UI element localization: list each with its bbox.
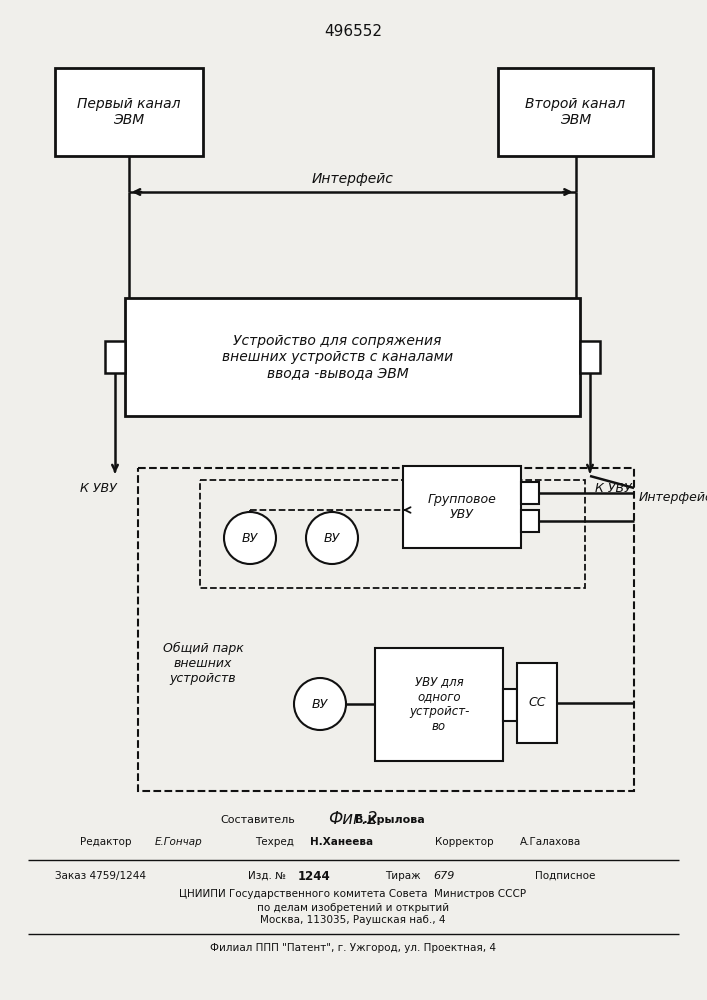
- Circle shape: [306, 512, 358, 564]
- Bar: [403, 466, 521, 548]
- Bar: [55, 68, 203, 156]
- Bar: [138, 468, 634, 791]
- Text: Техред: Техред: [255, 837, 294, 847]
- Bar: [521, 482, 539, 504]
- Text: ВУ: ВУ: [324, 532, 340, 544]
- Text: ВУ: ВУ: [242, 532, 258, 544]
- Text: Редактор: Редактор: [80, 837, 132, 847]
- Text: 1244: 1244: [298, 869, 331, 882]
- Text: Второй канал
ЭВМ: Второй канал ЭВМ: [525, 97, 626, 127]
- Text: по делам изобретений и открытий: по делам изобретений и открытий: [257, 903, 449, 913]
- Text: К УВУ: К УВУ: [80, 482, 117, 494]
- Text: Н.Ханеева: Н.Ханеева: [310, 837, 373, 847]
- Text: Москва, 113035, Раушская наб., 4: Москва, 113035, Раушская наб., 4: [260, 915, 445, 925]
- Bar: [580, 341, 600, 373]
- Text: Изд. №: Изд. №: [248, 871, 286, 881]
- Text: Заказ 4759/1244: Заказ 4759/1244: [55, 871, 146, 881]
- Text: ВУ: ВУ: [312, 698, 328, 710]
- Text: Устройство для сопряжения
внешних устройств с каналами
ввода -вывода ЭВМ: Устройство для сопряжения внешних устрой…: [222, 334, 453, 380]
- Circle shape: [224, 512, 276, 564]
- Text: Корректор: Корректор: [435, 837, 493, 847]
- Text: Филиал ППП "Патент", г. Ужгород, ул. Проектная, 4: Филиал ППП "Патент", г. Ужгород, ул. Про…: [210, 943, 496, 953]
- Bar: [517, 663, 557, 743]
- Bar: [200, 480, 585, 588]
- Text: Е.Гончар: Е.Гончар: [155, 837, 203, 847]
- Text: 679: 679: [433, 871, 455, 881]
- Text: Общий парк
внешних
устройств: Общий парк внешних устройств: [163, 641, 243, 685]
- Circle shape: [294, 678, 346, 730]
- Text: Интерфейс: Интерфейс: [639, 490, 707, 504]
- Text: 496552: 496552: [324, 24, 382, 39]
- Text: К УВУ: К УВУ: [595, 482, 632, 494]
- Text: В.Крылова: В.Крылова: [355, 815, 425, 825]
- Text: Подписное: Подписное: [535, 871, 595, 881]
- Bar: [125, 298, 580, 416]
- Text: Фиг.2: Фиг.2: [328, 810, 378, 828]
- Text: СС: СС: [528, 696, 546, 710]
- Bar: [375, 648, 503, 761]
- Bar: [498, 68, 653, 156]
- Text: А.Галахова: А.Галахова: [520, 837, 581, 847]
- Text: УВУ для
одного
устройст-
во: УВУ для одного устройст- во: [409, 676, 469, 734]
- Text: ЦНИИПИ Государственного комитета Совета  Министров СССР: ЦНИИПИ Государственного комитета Совета …: [180, 889, 527, 899]
- Text: Составитель: Составитель: [221, 815, 295, 825]
- Bar: [521, 510, 539, 532]
- Text: Интерфейс: Интерфейс: [312, 172, 394, 186]
- Text: Тираж: Тираж: [385, 871, 421, 881]
- Bar: [503, 688, 517, 720]
- Text: Групповое
УВУ: Групповое УВУ: [428, 493, 496, 521]
- Text: Первый канал
ЭВМ: Первый канал ЭВМ: [77, 97, 181, 127]
- Bar: [105, 341, 125, 373]
